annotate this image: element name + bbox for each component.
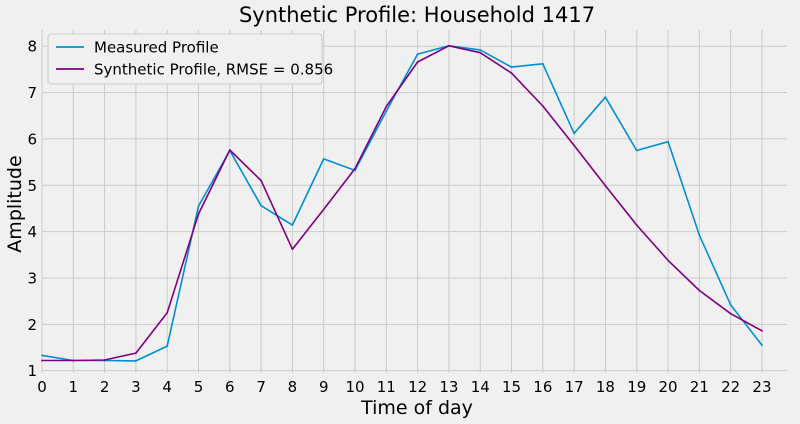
data-point xyxy=(260,179,263,182)
legend: Measured Profile Synthetic Profile, RMSE … xyxy=(47,33,333,85)
data-point xyxy=(635,224,638,227)
data-point xyxy=(103,359,106,361)
y-tick-label: 6 xyxy=(27,130,37,148)
data-point xyxy=(166,345,169,348)
data-point xyxy=(166,311,169,314)
data-point xyxy=(135,360,137,362)
y-tick-label: 8 xyxy=(27,38,37,56)
y-tick-label: 5 xyxy=(27,177,37,195)
data-point xyxy=(385,110,388,113)
x-tick-label: 14 xyxy=(471,378,490,396)
grid xyxy=(41,30,787,373)
data-point xyxy=(761,329,763,332)
y-tick-label: 2 xyxy=(27,316,37,334)
data-point xyxy=(541,62,544,65)
x-tick-labels: 0 1 2 3 4 5 6 7 8 9 10 11 12 13 14 15 16 17 18 19 20 21 22 23 xyxy=(37,378,771,396)
data-point xyxy=(72,359,75,362)
data-point xyxy=(41,354,43,357)
data-point xyxy=(416,61,419,63)
data-point xyxy=(541,105,544,107)
x-tick-label: 18 xyxy=(596,378,615,396)
x-tick-label: 0 xyxy=(37,378,47,396)
x-tick-label: 23 xyxy=(752,378,771,396)
data-point xyxy=(604,96,607,99)
data-point xyxy=(573,132,576,135)
data-point xyxy=(698,289,701,292)
data-point xyxy=(385,105,388,108)
x-tick-label: 11 xyxy=(377,378,396,396)
x-tick-label: 12 xyxy=(408,378,427,396)
x-tick-label: 10 xyxy=(345,378,364,396)
data-point xyxy=(573,144,576,147)
series-line-0 xyxy=(41,44,763,362)
data-point xyxy=(322,157,325,160)
x-tick-label: 6 xyxy=(225,378,235,396)
data-point xyxy=(448,44,450,47)
data-point xyxy=(698,234,701,237)
data-point xyxy=(135,352,137,354)
data-point xyxy=(510,72,513,75)
x-tick-label: 4 xyxy=(162,378,172,396)
data-point xyxy=(228,149,231,151)
x-tick-label: 5 xyxy=(194,378,204,396)
x-tick-label: 22 xyxy=(721,378,740,396)
x-tick-label: 3 xyxy=(131,378,141,396)
data-point xyxy=(416,53,419,56)
data-point xyxy=(729,312,732,315)
series-line-1 xyxy=(42,44,763,362)
series-lines xyxy=(41,44,763,362)
y-tick-label: 4 xyxy=(27,223,37,241)
x-axis-label: Time of day xyxy=(360,397,473,419)
x-tick-label: 9 xyxy=(319,378,329,396)
data-point xyxy=(41,359,43,362)
legend-label: Measured Profile xyxy=(94,39,219,57)
data-point xyxy=(761,344,763,347)
y-tick-labels: 1 2 3 4 5 6 7 8 xyxy=(27,38,37,380)
x-tick-label: 13 xyxy=(439,378,458,396)
x-tick-label: 20 xyxy=(659,378,678,396)
data-point xyxy=(635,149,638,152)
x-tick-label: 7 xyxy=(256,378,266,396)
y-tick-label: 3 xyxy=(27,269,37,287)
x-tick-label: 16 xyxy=(533,378,552,396)
y-axis-label: Amplitude xyxy=(4,155,26,252)
data-point xyxy=(479,51,482,54)
data-point xyxy=(291,248,294,251)
x-tick-label: 1 xyxy=(69,378,79,396)
y-tick-label: 7 xyxy=(27,84,37,102)
data-point xyxy=(197,213,200,215)
x-tick-label: 15 xyxy=(502,378,521,396)
x-tick-label: 8 xyxy=(288,378,298,396)
data-point xyxy=(260,204,263,207)
data-point xyxy=(322,208,325,211)
chart-title: Synthetic Profile: Household 1417 xyxy=(239,3,595,27)
data-point xyxy=(479,49,482,51)
x-tick-label: 21 xyxy=(690,378,709,396)
data-point xyxy=(510,66,513,68)
x-tick-label: 17 xyxy=(565,378,584,396)
data-point xyxy=(667,259,669,262)
data-point xyxy=(197,205,200,208)
x-tick-label: 19 xyxy=(627,378,646,396)
legend-box xyxy=(47,33,323,85)
data-point xyxy=(354,167,356,170)
data-point xyxy=(291,224,294,227)
data-point xyxy=(667,140,669,143)
y-tick-label: 1 xyxy=(27,362,37,380)
legend-label: Synthetic Profile, RMSE = 0.856 xyxy=(94,61,333,79)
x-tick-label: 2 xyxy=(100,378,110,396)
data-point xyxy=(604,184,607,187)
data-point xyxy=(729,303,732,306)
